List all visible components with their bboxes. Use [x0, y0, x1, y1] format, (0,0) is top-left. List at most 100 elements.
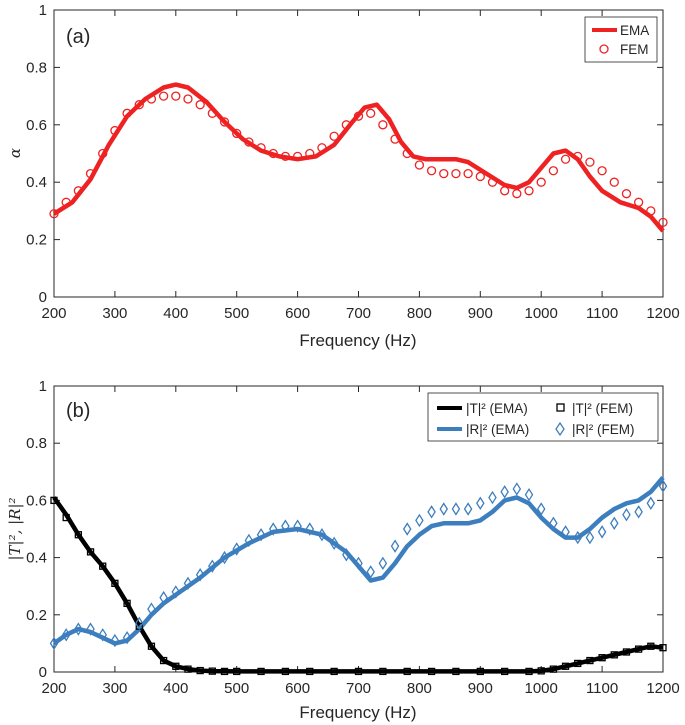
- data-point-a: [633, 197, 644, 207]
- data-point-b: [171, 585, 181, 599]
- data-point-b: [74, 531, 83, 539]
- y-tick-label-b: 1: [39, 378, 47, 395]
- data-point-b: [86, 548, 95, 556]
- data-point-b: [622, 507, 631, 522]
- legend-label-r-ema: |R|² (EMA): [466, 422, 529, 437]
- data-point-b: [427, 505, 436, 519]
- data-point-b: [463, 502, 473, 516]
- data-point-b: [122, 630, 132, 645]
- data-point-b: [62, 513, 70, 522]
- data-point-b: [561, 525, 570, 539]
- data-point-b: [512, 482, 522, 496]
- data-point-b: [476, 667, 484, 676]
- x-tick-label-b: 1000: [525, 680, 558, 697]
- legend-label-fem: FEM: [620, 42, 649, 57]
- data-point-b: [110, 633, 120, 648]
- data-point-b: [244, 533, 254, 548]
- data-point-b: [354, 556, 363, 571]
- data-point-b: [476, 496, 485, 510]
- ticks-a: 200 300 400 500 600 700 800 900 1000 1100 1200 0 0.2…: [26, 2, 680, 322]
- x-tick-label-a: 900: [468, 305, 493, 322]
- data-point-b: [329, 536, 339, 551]
- chart-panel-b: (b) Frequency (Hz) |T|², |R|² 200 300 400 5…: [6, 378, 680, 722]
- data-point-b: [427, 667, 436, 676]
- x-axis-label-a: Frequency (Hz): [299, 331, 416, 350]
- data-point-a: [573, 151, 583, 162]
- data-point-b: [378, 556, 388, 571]
- data-point-b: [50, 496, 58, 505]
- data-point-a: [49, 209, 59, 219]
- x-tick-label-b: 1100: [586, 680, 618, 697]
- data-point-b: [415, 513, 424, 528]
- data-point-a: [585, 157, 595, 167]
- data-point-b: [549, 665, 558, 673]
- x-tick-label-b: 400: [163, 680, 188, 697]
- data-point-b: [403, 667, 411, 676]
- y-axis-label-b: |T|², |R|²: [6, 497, 24, 560]
- data-point-a: [268, 148, 278, 159]
- data-point-a: [597, 166, 607, 176]
- data-point-b: [659, 644, 667, 652]
- data-point-b: [597, 525, 607, 539]
- legend-label-ema: EMA: [620, 23, 649, 38]
- x-tick-label-b: 700: [346, 680, 371, 697]
- y-tick-label-a: 1: [39, 2, 47, 19]
- data-point-a: [329, 131, 339, 141]
- data-point-b: [268, 522, 278, 536]
- data-point-b: [634, 645, 643, 653]
- x-tick-label-a: 600: [285, 305, 310, 322]
- data-point-b: [233, 667, 241, 676]
- data-point-b: [439, 502, 449, 516]
- data-point-b: [354, 667, 363, 676]
- data-point-a: [439, 168, 449, 179]
- data-point-a: [475, 171, 485, 182]
- data-point-b: [256, 528, 266, 542]
- data-point-a: [548, 166, 559, 176]
- data-point-a: [232, 128, 242, 139]
- data-point-b: [488, 490, 497, 505]
- data-point-b: [525, 667, 533, 676]
- y-tick-label-b: 0.8: [26, 435, 47, 452]
- data-point-a: [110, 125, 120, 136]
- legend-swatch-t-fem: [556, 403, 565, 412]
- data-point-b: [379, 667, 387, 676]
- data-point-b: [622, 648, 631, 656]
- y-tick-label-b: 0.6: [26, 492, 47, 509]
- data-point-b: [330, 667, 338, 676]
- data-point-b: [99, 562, 107, 570]
- data-point-b: [123, 599, 131, 608]
- data-point-a: [451, 168, 461, 179]
- data-point-a: [414, 160, 425, 170]
- data-point-b: [74, 622, 83, 636]
- data-point-b: [537, 667, 545, 675]
- data-point-a: [158, 91, 169, 101]
- data-point-a: [536, 177, 546, 187]
- data-point-a: [378, 120, 388, 130]
- data-point-a: [134, 100, 144, 110]
- data-point-b: [634, 505, 643, 519]
- data-point-b: [293, 519, 302, 533]
- series-line-b: [52, 496, 664, 674]
- panel-label-a: (a): [66, 26, 90, 48]
- y-tick-label-b: 0.2: [26, 607, 47, 624]
- data-point-b: [184, 665, 192, 673]
- x-tick-label-b: 900: [468, 680, 493, 697]
- legend-label-t-fem: |T|² (FEM): [572, 401, 633, 416]
- data-point-b: [536, 502, 546, 516]
- y-tick-label-a: 0.2: [26, 232, 47, 249]
- data-point-a: [500, 186, 510, 196]
- x-tick-label-a: 1100: [586, 305, 618, 322]
- data-point-a: [560, 154, 571, 164]
- x-tick-label-a: 200: [41, 305, 66, 322]
- legend-box-b: [427, 392, 659, 442]
- data-point-b: [610, 516, 619, 530]
- legend-a: EMA FEM: [584, 16, 658, 63]
- x-axis-label-b: Frequency (Hz): [299, 703, 416, 722]
- legend-b: |T|² (EMA) |T|² (FEM) |R|² (EMA) |R|² (F…: [427, 392, 659, 442]
- data-point-b: [501, 667, 509, 676]
- data-point-b: [220, 550, 229, 565]
- data-point-a: [219, 117, 230, 127]
- data-point-b: [208, 667, 216, 675]
- data-point-b: [573, 530, 583, 545]
- data-point-b: [585, 530, 595, 545]
